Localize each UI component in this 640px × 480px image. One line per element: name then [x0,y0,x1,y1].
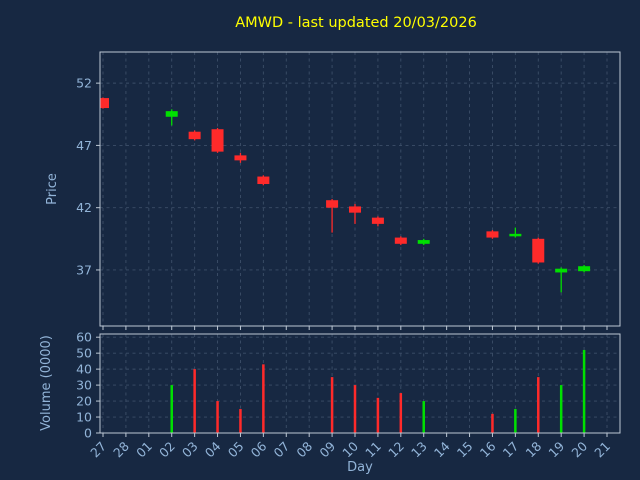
y-tick-label: 47 [76,138,92,153]
y-tick-label: 20 [76,394,92,409]
x-tick-label: 02 [156,439,178,461]
y-tick-label: 0 [84,426,92,441]
volume-bar [514,409,517,433]
candle-body [486,231,499,238]
x-tick-label: 09 [316,438,338,460]
x-tick-label: 19 [545,438,567,460]
candles [100,97,591,293]
y-tick-label: 60 [76,330,92,345]
candle-body [509,233,522,237]
y-tick-label: 10 [76,410,92,425]
volume-bars [170,349,586,433]
x-tick-label: 11 [362,439,384,461]
x-tick-label: 20 [568,438,590,460]
volume-bar [239,409,242,433]
x-tick-label: 04 [202,438,224,460]
chart-title: AMWD - last updated 20/03/2026 [235,15,477,31]
price-panel: 37 42 47 52 [76,52,620,330]
x-tick-label: 12 [385,439,407,461]
volume-bar [559,385,563,433]
volume-bar [582,349,586,433]
candle-body [532,238,545,263]
volume-bar [537,377,540,433]
x-tick-label: 21 [591,439,613,461]
x-tick-label: 18 [523,438,545,460]
x-tick-label: 08 [293,438,315,460]
volume-bar [399,393,403,433]
panel-border [99,333,621,434]
candle-body [257,176,270,185]
y-tick-label: 40 [76,362,92,377]
x-tick-label: 28 [110,438,132,460]
y-tick-label: 52 [76,76,92,91]
panel-border [99,51,621,327]
volume-bar [422,401,425,433]
x-axis-label: Day [347,460,373,475]
volume-bar [353,385,357,433]
x-tick-labels: 27 28 01 02 03 04 05 06 07 08 09 10 11 12 13 14 15 16 17 18… [87,438,613,460]
volume-bar [262,364,265,433]
volume-bar [491,413,494,433]
candle-body [371,217,384,224]
gridlines [100,52,620,326]
price-axis-label: Price [45,173,60,205]
tick-marks [96,82,608,330]
candle-body [417,240,430,244]
candle-body [555,268,568,273]
x-tick-label: 27 [87,439,109,461]
x-tick-label: 10 [339,438,361,460]
candle-body [100,98,109,109]
candle-body [188,131,201,140]
y-tick-label: 42 [76,200,92,215]
x-tick-label: 05 [225,439,247,461]
candle-body [211,129,224,152]
x-tick-label: 06 [248,438,270,460]
gridlines [100,334,620,434]
y-tick-label: 37 [76,262,92,277]
volume-axis-label: Volume (0000) [39,335,54,431]
y-tick-label: 50 [76,346,92,361]
volume-bar [193,369,196,433]
x-tick-label: 17 [500,439,522,461]
x-tick-label: 15 [454,439,476,461]
candle-body [234,155,247,161]
x-tick-label: 13 [408,439,430,461]
candle-body [165,111,178,117]
volume-bar [216,401,219,433]
candle-body [394,237,407,244]
candle-body [349,206,361,213]
candle-body [326,200,339,208]
volume-bar [170,385,173,433]
y-tick-label: 30 [76,378,92,393]
volume-bar [330,377,334,433]
candle-body [578,266,591,272]
volume-bar [376,397,380,433]
x-tick-label: 03 [179,439,201,461]
x-tick-label: 07 [271,439,293,461]
tick-marks [96,336,608,437]
x-tick-label: 16 [477,438,499,460]
x-tick-label: 01 [133,439,155,461]
x-tick-label: 14 [431,438,453,460]
y-tick-labels: 37 42 47 52 [76,76,92,278]
